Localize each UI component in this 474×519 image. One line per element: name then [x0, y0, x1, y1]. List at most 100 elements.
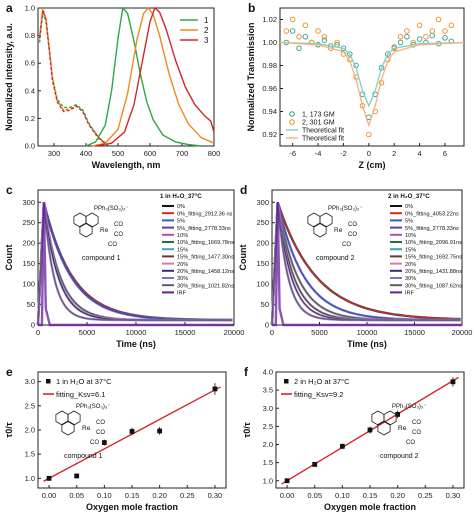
y-axis-label-d: Count [238, 245, 248, 271]
compound-label: compound 2 [380, 453, 419, 460]
phosphine-label: PPh₃(SO₃)₃⁻ [328, 206, 363, 212]
legend-label-b: Theoretical fit [302, 128, 344, 135]
decay-curve-d-11 [271, 202, 461, 326]
panel-label-e: e [6, 365, 13, 379]
decay-curve-c-2 [36, 202, 233, 326]
data-point-b [315, 28, 321, 34]
x-axis-label-c: Time (ns) [116, 339, 156, 349]
y-tick-label-f: 1.0 [263, 476, 273, 485]
y-tick-label-e: 3.0 [25, 377, 35, 386]
legend-label-e: fitting_Ksv=6.1 [56, 390, 105, 399]
legend-label-d: 5% [405, 219, 413, 225]
legend-label-d: 30% [405, 276, 416, 282]
data-point-b [448, 22, 455, 29]
panel-label-b: b [248, 1, 255, 15]
compound-label: compound 1 [64, 453, 103, 460]
legend-label-d: 0% [405, 204, 413, 210]
x-tick-label-a: 800 [208, 149, 221, 158]
legend-label-b: Theoretical fit [302, 136, 344, 143]
legend-label-d: 5%_fitting_2778.33ns [405, 226, 459, 232]
data-point-b [435, 16, 442, 23]
legend-label-c: 20% [177, 262, 188, 268]
x-tick-label-c: 5000 [79, 328, 96, 337]
y-tick-label-d: 300 [256, 198, 269, 207]
ring-bond [307, 212, 321, 228]
co-label: CO [96, 430, 105, 436]
y-tick-label-c: 0 [31, 321, 35, 330]
decay-curve-c-6 [36, 202, 233, 326]
decay-curve-d-1 [271, 202, 461, 326]
y-axis-label-a: Normalized intensity, a.u. [4, 23, 14, 131]
legend-label-d: 0%_fitting_4053.22ns [405, 211, 459, 217]
legend-swatch-b [289, 119, 295, 125]
ring-bond [55, 410, 69, 426]
legend-label-d: 10%_fitting_2096.91ns [405, 240, 462, 246]
legend-label-a: 3 [204, 36, 209, 45]
series-line-a-0 [85, 6, 202, 147]
data-point-b [289, 28, 296, 34]
data-point-e [129, 429, 135, 434]
x-tick-label-a: 300 [48, 149, 61, 158]
panel-a: 300 400 500 600 700 800 0.0 0.2 0.4 0.6 0.8 1.0 Wave… [4, 1, 220, 170]
panel-label-d: d [240, 183, 247, 197]
data-point-b [289, 16, 296, 23]
legend-label-b: 1, 173 GM [302, 112, 335, 119]
ring-bond [61, 420, 75, 436]
data-point-b [429, 28, 436, 34]
series-line-a-1 [92, 6, 215, 147]
y-tick-label-f: 3.5 [263, 386, 273, 395]
x-tick-label-f: 0.25 [418, 491, 433, 500]
data-point-b [416, 22, 423, 29]
y-tick-label-f: 1.5 [263, 458, 273, 467]
data-point-b [296, 45, 302, 52]
compound-label: compound 1 [82, 255, 121, 262]
x-tick-label-f: 0.00 [280, 491, 295, 500]
panel-f: 0.00 0.05 0.10 0.15 0.20 0.25 0.30 1.0 1.5 2.0 2.5… [242, 365, 465, 512]
legend-title-c: 1 in H₂O_37°C [160, 193, 202, 200]
legend-label-c: IRF [177, 291, 187, 297]
plot-frame-a [37, 7, 215, 147]
re-complex-structure: Re CO CO CO PPh₃(SO₃)₃⁻ compound 2 [371, 404, 427, 460]
x-tick-label-e: 0.25 [180, 491, 195, 500]
y-tick-label-f: 2.5 [263, 422, 273, 431]
legend-label-d: 15% [405, 247, 416, 253]
x-tick-label-b: 4 [418, 149, 422, 158]
x-tick-label-d: 20000 [452, 328, 473, 337]
y-tick-label-e: 1.5 [25, 450, 35, 459]
panel-b: -6 -4 -2 0 2 4 6 0.92 0.94 0.96 0.98 1.00 1.02 Z (cm)… [246, 1, 465, 170]
x-tick-label-e: 0.30 [208, 491, 223, 500]
y-tick-label-b: 0.94 [262, 107, 277, 116]
data-point-b [416, 36, 423, 42]
x-tick-label-f: 0.30 [446, 491, 461, 500]
y-tick-label-b: 0.92 [262, 130, 277, 139]
y-tick-label-f: 4.0 [263, 368, 273, 377]
data-point-b [321, 37, 328, 43]
x-tick-label-b: 2 [392, 149, 396, 158]
data-point-b [404, 34, 410, 40]
x-tick-label-f: 0.10 [335, 491, 350, 500]
metal-label: Re [100, 227, 109, 234]
x-tick-label-d: 15000 [404, 328, 425, 337]
data-point-b [347, 51, 353, 57]
decay-curve-c-3 [37, 202, 233, 326]
x-tick-label-a: 700 [176, 149, 189, 158]
legend-label-c: 30%_fitting_1021.82ns [177, 283, 234, 289]
legend-label-f: 2 in H₂O at 37°C [294, 377, 350, 386]
ring-bond [79, 222, 93, 238]
x-tick-label-b: 0 [367, 149, 371, 158]
x-tick-label-b: -6 [289, 149, 296, 158]
co-label: CO [348, 232, 357, 238]
data-point-b [302, 22, 309, 29]
decay-curve-c-1 [37, 202, 233, 326]
x-tick-label-a: 500 [112, 149, 125, 158]
decay-curve-c-4 [36, 202, 233, 326]
y-axis-label-e: τ0/τ [4, 422, 14, 438]
y-tick-label-a: 1.0 [25, 4, 35, 13]
decay-curve-d-12 [272, 202, 462, 327]
co-label: CO [406, 440, 415, 446]
legend-label-c: 0% [177, 204, 185, 210]
y-tick-label-c: 100 [22, 280, 35, 289]
data-point-b [442, 28, 448, 34]
legend-label-c: 10% [177, 233, 188, 239]
legend-label-d: 20%_fitting_1431.88ns [405, 269, 462, 275]
